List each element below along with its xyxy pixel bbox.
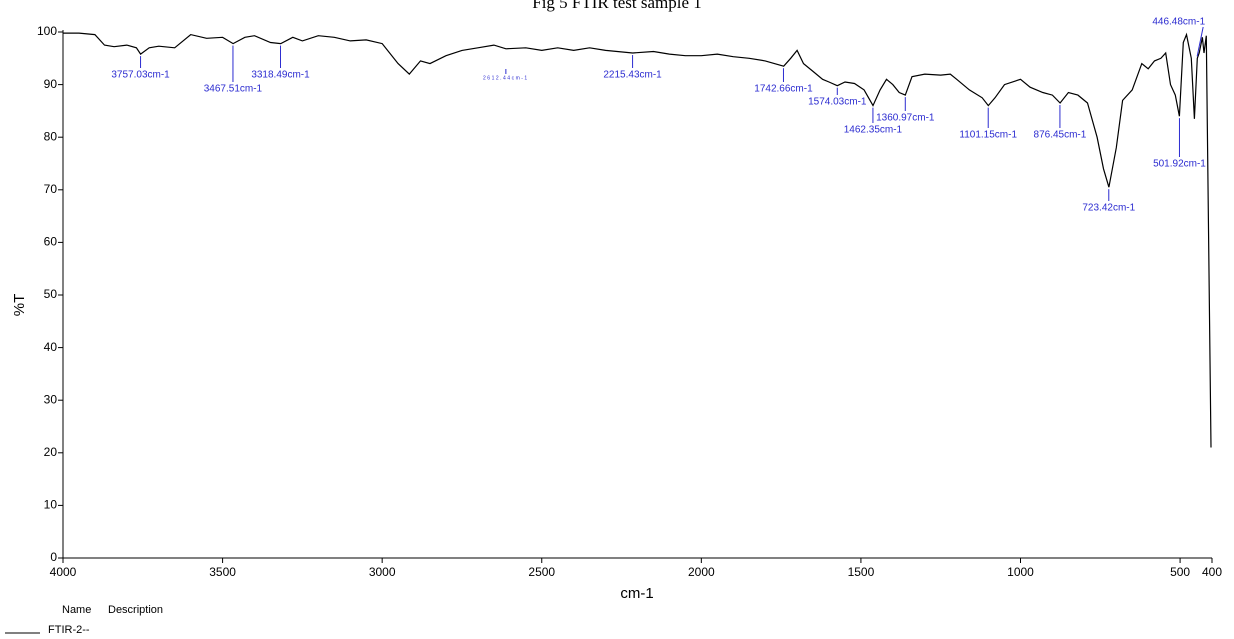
y-tick-label: 30	[44, 392, 58, 406]
peak-label: 3318.49cm-1	[251, 70, 310, 81]
y-tick-label: 40	[44, 340, 58, 354]
y-tick-label: 60	[44, 235, 58, 249]
legend-header: Description	[108, 604, 163, 616]
legend-label: FTIR-2--	[48, 624, 90, 636]
x-tick-label: 1500	[848, 565, 875, 579]
y-tick-label: 80	[44, 129, 58, 143]
x-tick-label: 500	[1170, 565, 1190, 579]
y-tick-label: 50	[44, 287, 58, 301]
x-tick-label: 2000	[688, 565, 715, 579]
x-tick-label: 3000	[369, 565, 396, 579]
peak-label: 723.42cm-1	[1082, 203, 1135, 214]
peak-tick	[1196, 26, 1204, 57]
x-tick-label: 2500	[528, 565, 555, 579]
peak-label: 2215.43cm-1	[603, 70, 662, 81]
legend-header: Name	[62, 604, 91, 616]
peak-label: 3467.51cm-1	[204, 84, 263, 95]
peak-label: 876.45cm-1	[1034, 130, 1087, 141]
peak-label: 1742.66cm-1	[754, 84, 813, 95]
peak-label: 3757.03cm-1	[111, 70, 170, 81]
peak-label: 446.48cm-1	[1152, 17, 1205, 28]
x-tick-label: 4000	[50, 565, 77, 579]
peak-label: 501.92cm-1	[1153, 159, 1206, 170]
y-tick-label: 20	[44, 445, 58, 459]
peak-label: 1101.15cm-1	[959, 130, 1017, 141]
x-tick-label: 400	[1202, 565, 1222, 579]
y-axis-label: %T	[11, 294, 28, 317]
x-axis-label: cm-1	[620, 585, 653, 602]
spectrum-line	[63, 32, 1212, 448]
y-tick-label: 0	[50, 550, 57, 564]
peak-label: 1360.97cm-1	[876, 113, 935, 124]
peak-label: 2612.44cm-1	[483, 75, 529, 81]
y-tick-label: 100	[37, 24, 57, 38]
peak-label: 1574.03cm-1	[808, 97, 867, 108]
y-tick-label: 90	[44, 77, 58, 91]
x-tick-label: 3500	[209, 565, 236, 579]
y-tick-label: 10	[44, 498, 58, 512]
peak-label: 1462.35cm-1	[844, 125, 903, 136]
y-tick-label: 70	[44, 182, 58, 196]
chart-title: Fig 5 FTIR test sample 1	[532, 0, 702, 12]
x-tick-label: 1000	[1007, 565, 1034, 579]
